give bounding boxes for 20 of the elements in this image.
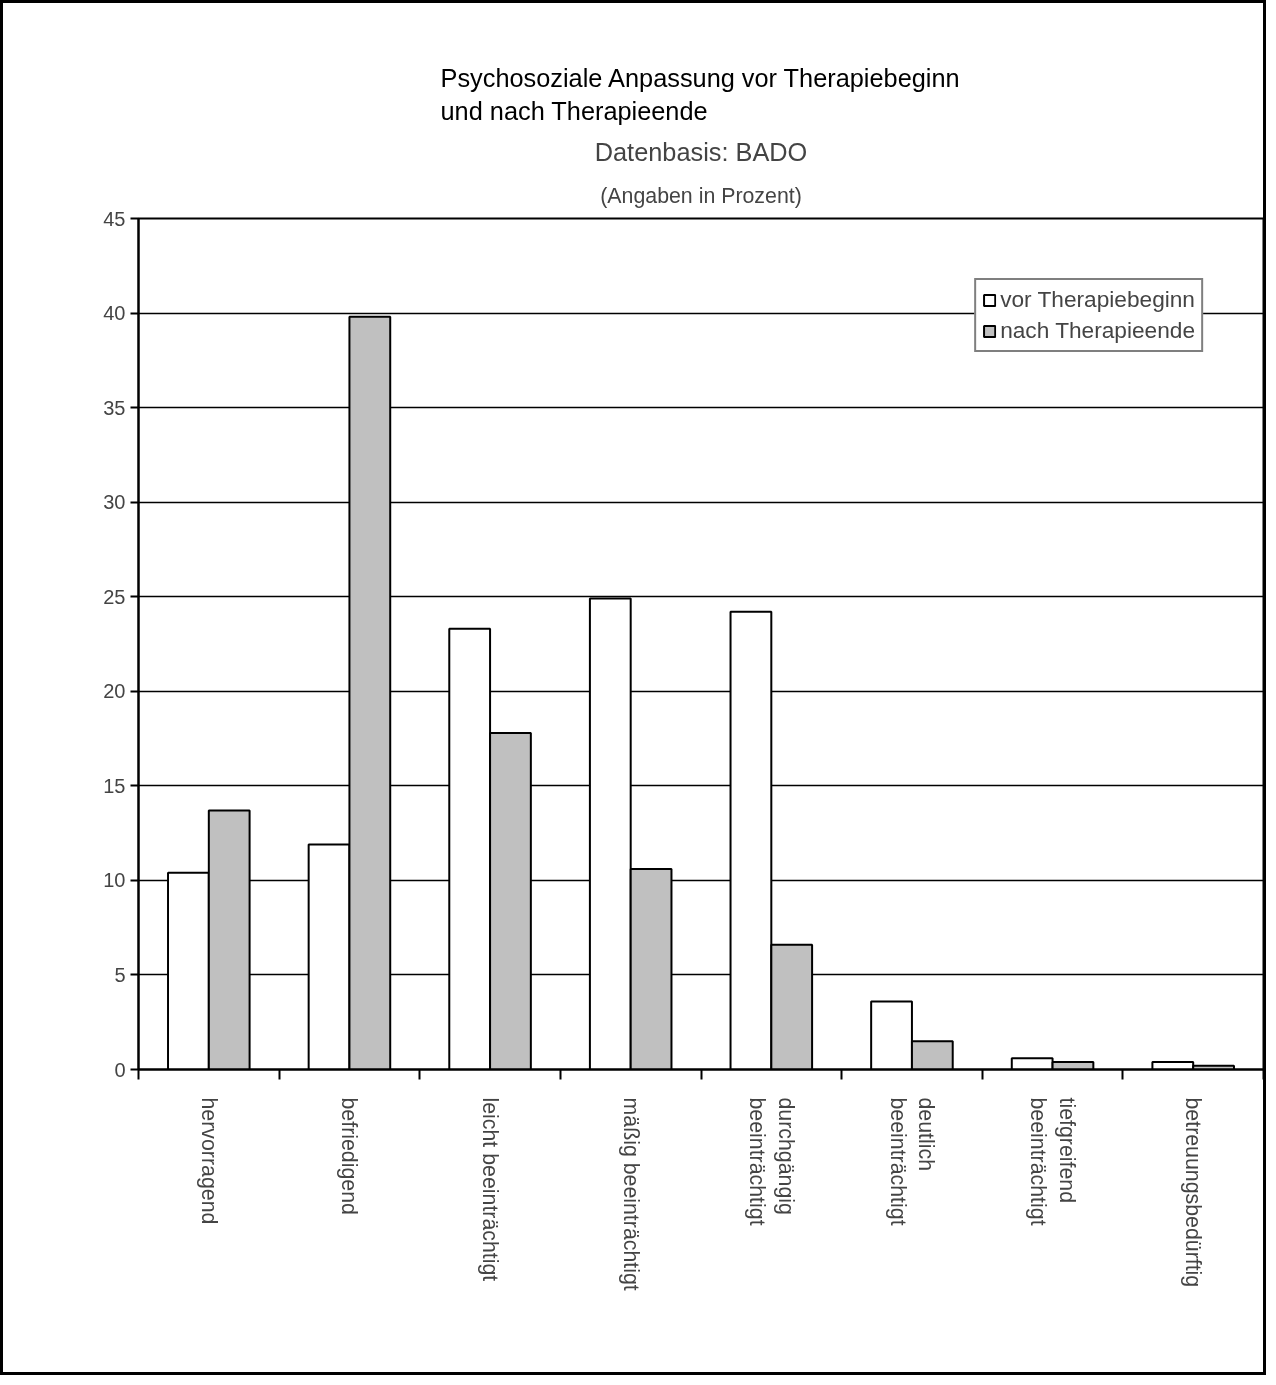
legend-label: nach Therapieende [1000, 317, 1195, 344]
y-tick-label: 25 [103, 585, 126, 608]
x-tick-label: mäßig beeinträchtigt [618, 1097, 643, 1291]
y-tick-label: 0 [114, 1058, 126, 1081]
y-tick-label: 10 [103, 869, 126, 892]
chart-title: Psychosoziale Anpassung vor Therapiebeginn und nach Therapieende [440, 63, 960, 126]
x-tick-label: hervorragend [196, 1097, 221, 1225]
x-tick-label: leicht beeinträchtigt [478, 1097, 503, 1282]
y-tick-label: 40 [103, 302, 126, 325]
y-tick-label: 15 [103, 774, 126, 797]
x-tick-label: befriedigend [337, 1097, 362, 1215]
y-tick-label: 35 [103, 396, 126, 419]
y-tick-label: 20 [103, 680, 126, 703]
y-tick-label: 45 [103, 207, 126, 230]
y-tick-label: 30 [103, 491, 126, 514]
text: (Angaben in Prozent) [600, 183, 802, 208]
chart-subtitle: Datenbasis: BADO [594, 137, 808, 166]
x-tick-label: betreuungsbedürftig [1181, 1097, 1206, 1288]
y-tick-label: 5 [114, 963, 126, 986]
legend-label: vor Therapiebeginn [1000, 286, 1195, 313]
